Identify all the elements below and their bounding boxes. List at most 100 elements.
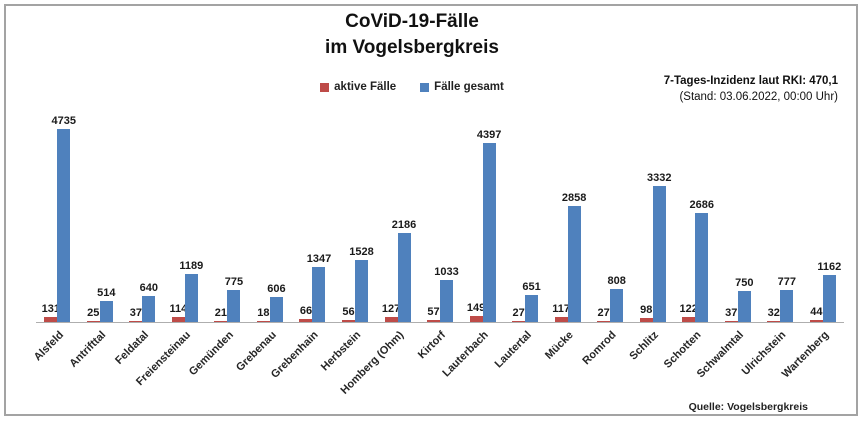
- x-axis-category-label: Romrod: [580, 329, 619, 368]
- active-cases-value-label: 21: [214, 307, 228, 319]
- total-cases-bar: 3332: [647, 172, 671, 322]
- bar-group: 127 2186 Homberg (Ohm): [338, 129, 419, 397]
- x-axis-category-label: Antrifttal: [67, 329, 109, 370]
- active-cases-value-label: 122: [679, 303, 698, 316]
- bar-group: 114 1189 Freiensteinau: [134, 129, 207, 389]
- active-cases-bar: 32: [767, 307, 781, 322]
- active-cases-value-label: 56: [342, 305, 355, 318]
- active-cases-bar: 57: [427, 306, 441, 322]
- x-axis-category-label: Kirtorf: [416, 329, 449, 362]
- bar-group: 21 775 Gemünden: [187, 129, 249, 378]
- active-cases-bar: 18: [256, 307, 270, 322]
- x-axis-category-label: Grebenau: [233, 329, 279, 374]
- active-cases-bar: 127: [382, 303, 400, 322]
- total-cases-bar: 1162: [817, 261, 841, 322]
- total-cases-bar: 777: [778, 276, 796, 322]
- total-cases-value-label: 651: [522, 281, 541, 294]
- chart-title-line2: im Vogelsbergkreis: [325, 37, 499, 58]
- total-cases-bar: 2686: [689, 199, 714, 322]
- total-cases-value-label: 1347: [306, 253, 332, 266]
- active-cases-bar: 27: [597, 307, 611, 322]
- active-cases-value-label: 57: [427, 305, 440, 318]
- active-cases-bar: 122: [680, 303, 698, 322]
- total-cases-bar: 514: [97, 287, 115, 322]
- total-cases-bar: 2858: [562, 192, 586, 322]
- total-cases-bar: 750: [735, 277, 753, 322]
- x-axis-category-label: Schotten: [661, 329, 704, 371]
- bar-group: 149 4397 Lauterbach: [441, 129, 504, 380]
- total-cases-bar: 1528: [349, 246, 374, 322]
- bar-group: 27 651 Lautertal: [492, 129, 547, 370]
- total-cases-value-label: 1528: [349, 245, 374, 258]
- x-axis-category-label: Feldatal: [112, 329, 151, 367]
- bar-group: 122 2686 Schotten: [662, 129, 717, 371]
- active-cases-bar: 149: [467, 302, 485, 322]
- active-cases-bar: 131: [42, 303, 60, 322]
- x-axis-category-label: Schlitz: [627, 329, 662, 363]
- active-cases-value-label: 44: [810, 306, 823, 319]
- x-axis-category-label: Herbstein: [319, 329, 364, 374]
- legend-swatch-active-icon: [320, 82, 330, 92]
- total-cases-value-label: 775: [224, 276, 244, 289]
- active-cases-bar: 114: [169, 303, 187, 322]
- total-cases-bar: 775: [225, 276, 243, 322]
- active-cases-value-label: 37: [129, 306, 142, 319]
- total-cases-value-label: 808: [607, 275, 626, 288]
- total-cases-value-label: 2858: [561, 191, 587, 204]
- chart-title-line1: CoViD-19-Fälle: [345, 11, 479, 32]
- plot-area: 131 4735 Alsfeld 25 514 Antrifttal 37 640 Feldat…: [31, 115, 845, 397]
- active-cases-bar: 117: [552, 303, 570, 322]
- total-cases-value-label: 1033: [434, 265, 459, 278]
- active-cases-value-label: 18: [257, 307, 270, 319]
- bar-group: 37 750 Schwalmtal: [695, 129, 760, 380]
- x-axis-category-label: Alsfeld: [31, 329, 66, 364]
- bar-group: 117 2858 Mücke: [543, 129, 589, 362]
- total-cases-value-label: 640: [139, 281, 159, 294]
- source-note: Quelle: Vogelsbergkreis: [688, 401, 808, 413]
- legend-label-active: aktive Fälle: [334, 81, 397, 93]
- bar-group: 44 1162 Wartenberg: [780, 129, 845, 381]
- active-cases-bar: 21: [214, 307, 228, 322]
- legend-swatch-total-icon: [420, 82, 430, 92]
- x-axis-category-label: Gemünden: [186, 329, 236, 379]
- incidence-date: (Stand: 03.06.2022, 00:00 Uhr): [679, 91, 838, 103]
- total-cases-value-label: 1162: [817, 260, 842, 273]
- active-cases-value-label: 117: [552, 303, 571, 316]
- active-cases-bar: 44: [809, 306, 823, 322]
- chart-legend: aktive Fälle Fälle gesamt: [0, 81, 824, 93]
- active-cases-bar: 27: [512, 307, 526, 322]
- x-axis-category-label: Mücke: [543, 329, 577, 362]
- total-cases-bar: 1347: [307, 253, 331, 322]
- total-cases-bar: 2186: [392, 219, 416, 322]
- total-cases-bar: 651: [522, 281, 541, 322]
- active-cases-value-label: 66: [299, 305, 313, 318]
- total-cases-value-label: 4397: [476, 128, 502, 141]
- active-cases-bar: 56: [341, 306, 355, 322]
- active-cases-value-label: 114: [169, 303, 188, 316]
- legend-item-active: aktive Fälle: [320, 81, 396, 93]
- total-cases-value-label: 2686: [689, 198, 714, 211]
- total-cases-value-label: 514: [97, 287, 116, 300]
- active-cases-value-label: 37: [725, 306, 738, 319]
- total-cases-value-label: 606: [267, 283, 286, 296]
- legend-label-total: Fälle gesamt: [434, 81, 504, 93]
- total-cases-bar: 4397: [477, 129, 501, 322]
- total-cases-value-label: 2186: [391, 218, 417, 231]
- bar-group: 32 777 Ulrichstein: [740, 129, 802, 377]
- legend-item-total: Fälle gesamt: [420, 81, 504, 93]
- total-cases-value-label: 4735: [51, 115, 77, 127]
- active-cases-bar: 25: [86, 307, 100, 322]
- active-cases-bar: 37: [724, 307, 738, 322]
- active-cases-value-label: 127: [381, 302, 401, 315]
- active-cases-value-label: 32: [767, 306, 780, 319]
- total-cases-bar: 640: [140, 282, 158, 322]
- active-cases-value-label: 25: [87, 306, 100, 319]
- bar-group: 37 640 Feldatal: [113, 129, 164, 367]
- total-cases-bar: 4735: [52, 115, 76, 322]
- incidence-info: 7-Tages-Inzidenz laut RKI: 470,1 (Stand:…: [664, 73, 838, 105]
- active-cases-value-label: 149: [466, 301, 486, 314]
- total-cases-bar: 1033: [434, 266, 459, 322]
- active-cases-value-label: 27: [597, 306, 610, 319]
- active-cases-bar: 98: [639, 304, 653, 322]
